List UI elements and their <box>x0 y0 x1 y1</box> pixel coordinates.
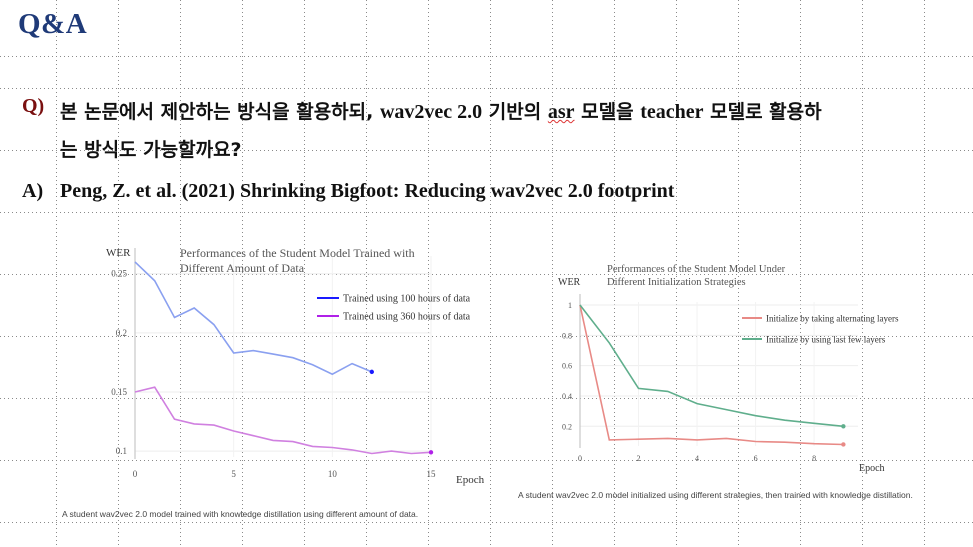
x-axis-label: Epoch <box>859 463 885 474</box>
question-part: 모델을 <box>574 101 641 123</box>
legend-label: Initialize by taking alternating layers <box>766 314 899 324</box>
y-axis-label: WER <box>106 247 131 259</box>
question-line-2: 는 방식도 가능할까요? <box>60 139 242 161</box>
series-line <box>579 304 844 428</box>
question-part: 기반의 <box>482 101 548 123</box>
chart-title: Performances of the Student Model Under <box>607 264 786 275</box>
y-tick-label: 0.15 <box>111 387 127 397</box>
y-tick-label: 0.2 <box>116 328 127 338</box>
grid-line <box>490 0 491 547</box>
grid-line <box>0 56 973 57</box>
y-tick-label: 0.8 <box>562 331 572 340</box>
grid-line <box>0 336 973 337</box>
grid-line <box>56 0 57 547</box>
chart-title: Performances of the Student Model Traine… <box>180 246 415 260</box>
grid-line <box>0 274 973 275</box>
chart-title: Different Amount of Data <box>180 261 305 275</box>
grid-line <box>0 212 973 213</box>
series-end-point <box>369 369 374 375</box>
question-part: 본 논문에서 제안하는 방식을 활용하되, <box>60 101 380 123</box>
answer-text: Peng, Z. et al. (2021) Shrinking Bigfoot… <box>60 180 675 202</box>
series-line <box>134 261 373 376</box>
legend-label: Initialize by using last few layers <box>766 335 886 345</box>
grid-line <box>0 150 973 151</box>
chart-caption: A student wav2vec 2.0 model initialized … <box>518 490 913 500</box>
x-tick-label: 4 <box>695 454 699 463</box>
grid-line <box>738 0 739 547</box>
grid-line <box>676 0 677 547</box>
question-part: 모델로 활용하 <box>703 101 822 123</box>
grid-line <box>552 0 553 547</box>
grid-line <box>0 460 973 461</box>
slide-title: Q&A <box>18 8 88 40</box>
x-tick-label: 2 <box>637 454 641 463</box>
legend-label: Trained using 100 hours of data <box>343 294 471 305</box>
chart-title: Different Initialization Strategies <box>607 277 746 288</box>
series-end-point <box>428 450 434 455</box>
question-text: 본 논문에서 제안하는 방식을 활용하되, wav2vec 2.0 기반의 as… <box>60 93 960 169</box>
y-tick-label: 1 <box>568 301 572 310</box>
x-tick-label: 0 <box>133 469 138 479</box>
x-tick-label: 8 <box>812 454 816 463</box>
chart-caption: A student wav2vec 2.0 model trained with… <box>62 509 419 519</box>
x-tick-label: 5 <box>231 469 236 479</box>
x-tick-label: 6 <box>754 454 758 463</box>
y-tick-label: 0.2 <box>562 422 572 431</box>
grid-line <box>862 0 863 547</box>
grid-line <box>800 0 801 547</box>
y-axis-label: WER <box>558 277 581 288</box>
x-axis-label: Epoch <box>456 474 485 486</box>
grid-line <box>0 522 973 523</box>
y-tick-label: 0.25 <box>111 269 127 279</box>
chart-data-amount: 0.1 0.15 0.2 0.25 0 5 10 15 WER Epoch Performances… <box>106 246 485 486</box>
grid-line <box>0 88 973 89</box>
x-tick-label: 0 <box>578 454 582 463</box>
question-part: teacher <box>640 101 704 123</box>
series-end-point <box>841 442 846 447</box>
grid-line <box>614 0 615 547</box>
question-marker: Q) <box>22 95 45 117</box>
spellcheck-word[interactable]: asr <box>547 101 575 123</box>
x-tick-label: 10 <box>328 469 338 479</box>
series-line <box>579 304 844 446</box>
grid-line <box>924 0 925 547</box>
answer-marker: A) <box>22 180 44 202</box>
x-tick-label: 15 <box>427 469 437 479</box>
question-part: wav2vec 2.0 <box>379 101 483 123</box>
y-tick-label: 0.1 <box>116 446 127 456</box>
grid-line <box>0 398 973 399</box>
y-tick-label: 0.6 <box>562 362 572 371</box>
series-end-point <box>841 424 846 429</box>
grid-line <box>118 0 119 547</box>
y-tick-label: 0.4 <box>562 392 572 401</box>
chart-initialization: 0.2 0.4 0.6 0.8 1 0 2 4 6 8 WER Epoch Performances o… <box>558 264 899 474</box>
legend-label: Trained using 360 hours of data <box>343 312 471 323</box>
series-line <box>134 386 432 455</box>
